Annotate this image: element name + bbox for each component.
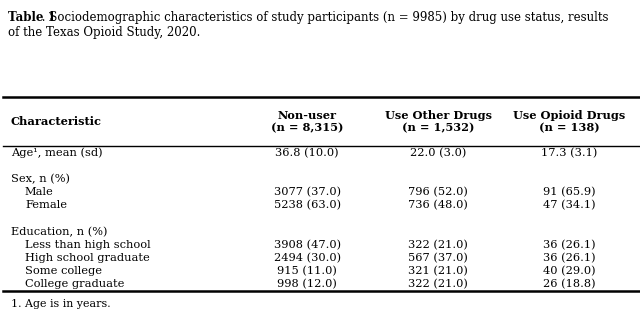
Text: . Sociodemographic characteristics of study participants (n = 9985) by drug use : . Sociodemographic characteristics of st… xyxy=(8,11,608,39)
Text: Characteristic: Characteristic xyxy=(11,116,102,127)
Text: 91 (65.9): 91 (65.9) xyxy=(543,187,596,197)
Text: 567 (37.0): 567 (37.0) xyxy=(408,253,468,263)
Text: Some college: Some college xyxy=(25,266,102,276)
Text: 3077 (37.0): 3077 (37.0) xyxy=(274,187,340,197)
Text: 22.0 (3.0): 22.0 (3.0) xyxy=(410,148,467,158)
Text: 915 (11.0): 915 (11.0) xyxy=(277,266,337,276)
Text: 998 (12.0): 998 (12.0) xyxy=(277,279,337,290)
Text: 3908 (47.0): 3908 (47.0) xyxy=(274,240,340,250)
Text: 321 (21.0): 321 (21.0) xyxy=(408,266,468,276)
Text: College graduate: College graduate xyxy=(25,280,124,289)
Text: 17.3 (3.1): 17.3 (3.1) xyxy=(541,148,598,158)
Text: 796 (52.0): 796 (52.0) xyxy=(408,187,468,197)
Text: Sex, n (%): Sex, n (%) xyxy=(11,174,70,184)
Text: Less than high school: Less than high school xyxy=(25,240,150,250)
Text: 36.8 (10.0): 36.8 (10.0) xyxy=(275,148,339,158)
Text: 26 (18.8): 26 (18.8) xyxy=(543,279,596,290)
Text: Use Opioid Drugs
(n = 138): Use Opioid Drugs (n = 138) xyxy=(513,110,626,134)
Text: 736 (48.0): 736 (48.0) xyxy=(408,200,468,211)
Text: 322 (21.0): 322 (21.0) xyxy=(408,240,468,250)
Text: 36 (26.1): 36 (26.1) xyxy=(543,240,596,250)
Text: Male: Male xyxy=(25,187,54,197)
Text: Age¹, mean (sd): Age¹, mean (sd) xyxy=(11,148,102,158)
Text: High school graduate: High school graduate xyxy=(25,253,150,263)
Text: Use Other Drugs
(n = 1,532): Use Other Drugs (n = 1,532) xyxy=(385,110,492,134)
Text: Female: Female xyxy=(25,200,67,211)
Text: Non-user
(n = 8,315): Non-user (n = 8,315) xyxy=(271,110,344,134)
Text: 36 (26.1): 36 (26.1) xyxy=(543,253,596,263)
Text: 322 (21.0): 322 (21.0) xyxy=(408,279,468,290)
Text: 1. Age is in years.: 1. Age is in years. xyxy=(11,299,111,309)
Text: Table 1: Table 1 xyxy=(8,11,56,24)
Text: 5238 (63.0): 5238 (63.0) xyxy=(274,200,340,211)
Text: 47 (34.1): 47 (34.1) xyxy=(543,200,596,211)
Text: Education, n (%): Education, n (%) xyxy=(11,227,108,237)
Text: 40 (29.0): 40 (29.0) xyxy=(543,266,596,276)
Text: 2494 (30.0): 2494 (30.0) xyxy=(274,253,340,263)
